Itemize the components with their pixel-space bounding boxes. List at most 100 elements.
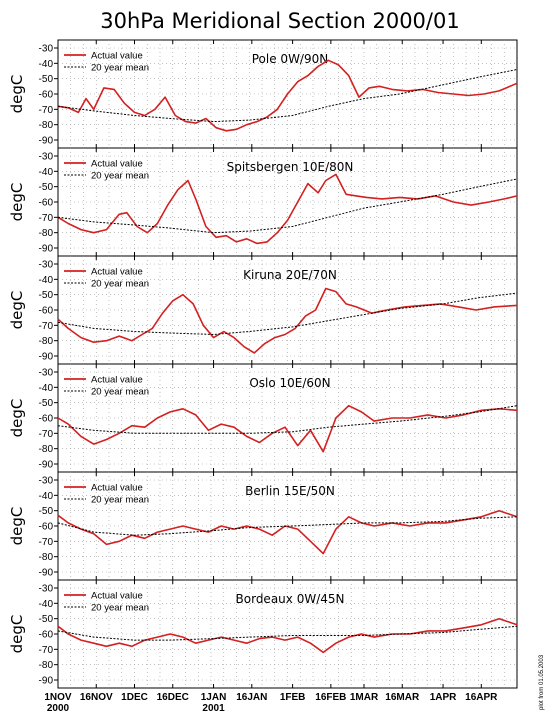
legend-label-actual: Actual value [91,375,143,386]
y-axis-label: degC [8,615,26,654]
chart-title: 30hPa Meridional Section 2000/01 [100,9,459,33]
series-line-actual [57,59,518,132]
y-tick-label: -50 [39,398,54,409]
series-line-actual [57,173,518,245]
y-axis-label: degC [8,75,26,114]
station-name: Kiruna 20E/70N [243,268,337,282]
station-name: Spitsbergen 10E/80N [227,160,354,174]
y-tick-label: -70 [39,429,54,440]
station-name: Bordeaux 0W/45N [236,592,345,606]
y-tick-label: -80 [39,336,54,347]
panels: -30 -40 -50 -60 -70 -80 -90 degC Pole 0W/90N Actu… [8,39,518,689]
y-tick-label: -60 [39,90,54,101]
y-tick-label: -60 [39,306,54,317]
y-tick-label: -30 [39,476,54,487]
y-tick-label: -40 [39,275,54,286]
x-tick-label: 1JAN [201,692,227,703]
y-tick-label: -80 [39,660,54,671]
x-tick-label: 16APR [465,692,498,703]
station-name: Pole 0W/90N [252,52,328,66]
panel: -30 -40 -50 -60 -70 -80 -90 degC Bordeaux 0W/45N… [8,579,518,689]
series-line-mean [57,69,518,123]
footnote: plot from 01.05.2003 [539,654,545,710]
x-tick-label: 16NOV [80,692,113,703]
y-tick-label: -50 [39,614,54,625]
y-tick-label: -70 [39,105,54,116]
panel: -30 -40 -50 -60 -70 -80 -90 degC Berlin 15E/50N A… [8,471,518,581]
legend-label-actual: Actual value [91,51,143,62]
legend-label-mean: 20 year mean [91,171,149,182]
x-tick-label: 16MAR [385,692,420,703]
y-tick-label: -90 [39,136,54,147]
y-tick-label: -50 [39,182,54,193]
y-axis-label: degC [8,183,26,222]
series-line-actual [57,509,518,555]
x-tick-label: 16FEB [315,692,346,703]
y-tick-label: -90 [39,568,54,579]
panel: -30 -40 -50 -60 -70 -80 -90 degC Oslo 10E/60N Act… [8,363,518,473]
y-tick-label: -70 [39,645,54,656]
y-tick-label: -90 [39,352,54,363]
x-tick-label: 1MAR [350,692,379,703]
y-tick-label: -30 [39,44,54,55]
panel: -30 -40 -50 -60 -70 -80 -90 degC Pole 0W/90N Actu… [8,39,518,149]
y-tick-label: -80 [39,228,54,239]
y-tick-label: -50 [39,506,54,517]
x-tick-label: 1FEB [280,692,306,703]
y-tick-label: -40 [39,491,54,502]
y-tick-label: -40 [39,167,54,178]
y-tick-label: -70 [39,213,54,224]
y-tick-label: -70 [39,537,54,548]
y-tick-label: -90 [39,244,54,255]
y-tick-label: -30 [39,584,54,595]
y-tick-label: -50 [39,74,54,85]
y-tick-label: -40 [39,383,54,394]
legend-label-actual: Actual value [91,483,143,494]
x-tick-label: 1DEC [121,692,148,703]
panel: -30 -40 -50 -60 -70 -80 -90 degC Kiruna 20E/70N A… [8,255,518,365]
legend-label-mean: 20 year mean [91,387,149,398]
y-tick-label: -30 [39,152,54,163]
y-tick-label: -80 [39,444,54,455]
station-name: Berlin 15E/50N [245,484,335,498]
series-line-mean [57,516,518,536]
y-axis-label: degC [8,507,26,546]
series-line-actual [57,617,518,654]
y-tick-label: -80 [39,120,54,131]
legend-label-mean: 20 year mean [91,63,149,74]
y-tick-label: -60 [39,414,54,425]
series-line-mean [57,405,518,434]
y-tick-label: -30 [39,368,54,379]
y-axis-label: degC [8,291,26,330]
x-tick-label: 16DEC [157,692,189,703]
y-tick-label: -60 [39,630,54,641]
y-tick-label: -90 [39,460,54,471]
legend-label-actual: Actual value [91,159,143,170]
legend-label-mean: 20 year mean [91,495,149,506]
legend-label-mean: 20 year mean [91,603,149,614]
x-tick-label: 16JAN [236,692,267,703]
series-line-mean [57,625,518,641]
y-tick-label: -30 [39,260,54,271]
legend-label-actual: Actual value [91,591,143,602]
y-tick-label: -70 [39,321,54,332]
y-tick-label: -80 [39,552,54,563]
series-line-actual [57,404,518,453]
y-tick-label: -50 [39,290,54,301]
series-line-mean [57,292,518,335]
y-tick-label: -60 [39,522,54,533]
x-tick-label: 1APR [430,692,457,703]
panel: -30 -40 -50 -60 -70 -80 -90 degC Spitsbergen 10E… [8,147,518,257]
series-line-actual [57,287,518,354]
x-tick-label: 1NOV [44,692,72,703]
legend-label-actual: Actual value [91,267,143,278]
y-tick-label: -90 [39,676,54,687]
x-tick-year-label: 2001 [202,703,225,714]
y-tick-label: -60 [39,198,54,209]
y-tick-label: -40 [39,59,54,70]
station-name: Oslo 10E/60N [249,376,330,390]
x-tick-year-label: 2000 [47,703,70,714]
y-axis-label: degC [8,399,26,438]
